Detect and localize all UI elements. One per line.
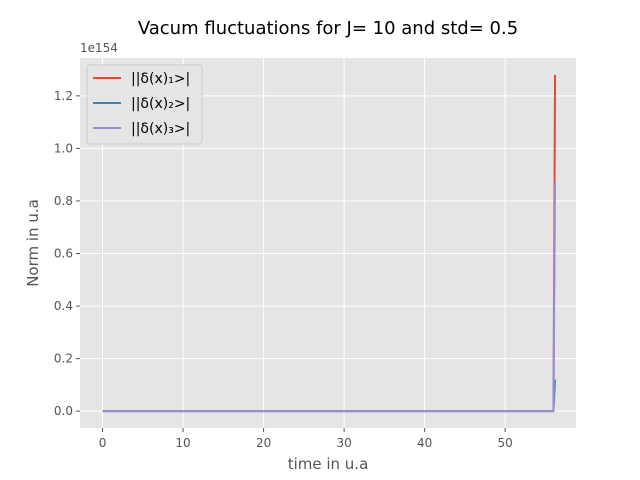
x-tick-label: 20 xyxy=(256,436,271,450)
y-tick-label: 0.8 xyxy=(54,194,73,208)
x-axis: 0 10 20 30 40 50 xyxy=(99,428,513,450)
x-tick-label: 10 xyxy=(175,436,190,450)
legend-box xyxy=(86,64,203,145)
x-axis-label: time in u.a xyxy=(288,455,369,473)
y-tick-label: 1.2 xyxy=(54,89,73,103)
chart-title: Vacum fluctuations for J= 10 and std= 0.… xyxy=(138,18,518,39)
y-tick-label: 0.2 xyxy=(54,352,73,366)
y-offset-label: 1e154 xyxy=(80,41,118,55)
y-axis-label: Norm in u.a xyxy=(24,199,42,287)
y-tick-label: 0.0 xyxy=(54,404,73,418)
series-line-3 xyxy=(102,182,557,413)
legend-label-2: ||δ(x)₂>| xyxy=(131,96,190,112)
legend: ||δ(x)₁>| ||δ(x)₂>| ||δ(x)₃>| xyxy=(86,64,203,145)
x-tick-label: 40 xyxy=(417,436,432,450)
series-layer xyxy=(102,74,557,413)
x-tick-label: 0 xyxy=(99,436,107,450)
y-axis: 0.0 0.2 0.4 0.6 0.8 1.0 1.2 xyxy=(54,89,80,418)
y-tick-label: 0.4 xyxy=(54,299,73,313)
legend-label-1: ||δ(x)₁>| xyxy=(131,71,190,87)
x-tick-label: 50 xyxy=(498,436,513,450)
y-tick-label: 1.0 xyxy=(54,141,73,155)
y-tick-label: 0.6 xyxy=(54,247,73,261)
legend-label-3: ||δ(x)₃>| xyxy=(131,121,190,137)
x-tick-label: 30 xyxy=(336,436,351,450)
